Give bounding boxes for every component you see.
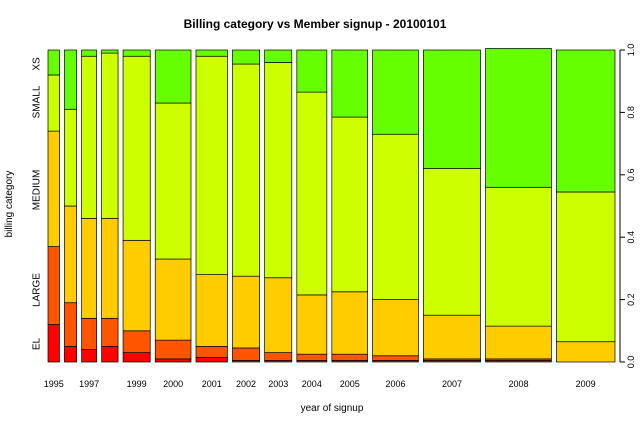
- bar-segment-2001-large: [195, 274, 228, 347]
- bar-segment-2000-medium: [154, 102, 192, 260]
- category-label-el: EL: [32, 337, 43, 350]
- bar-segment-2004-e: [296, 353, 328, 361]
- bar-segment-2000-xs: [154, 49, 192, 104]
- chart-title: Billing category vs Member signup - 2010…: [184, 17, 447, 31]
- category-label-xs: XS: [32, 57, 43, 71]
- bar-segment-2002-medium: [232, 63, 260, 277]
- bar-segment-1998-xs: [101, 49, 119, 54]
- bar-segment-2001-medium: [195, 55, 228, 275]
- bar-segment-1997-medium: [81, 55, 97, 219]
- x-tick-label-2003: 2003: [268, 379, 288, 389]
- bar-segment-1995-e: [47, 246, 60, 325]
- bar-segment-1997-el: [81, 349, 97, 363]
- bar-segment-2005-large: [331, 291, 368, 355]
- x-tick-label-2007: 2007: [442, 379, 462, 389]
- bar-segment-2008-large: [485, 325, 552, 360]
- bar-segment-1995-xs: [47, 49, 60, 76]
- x-axis-label: year of signup: [301, 403, 364, 414]
- bar-segment-1998-large: [101, 218, 119, 319]
- bar-segment-1999-xs: [122, 49, 151, 57]
- x-tick-label-2002: 2002: [236, 379, 256, 389]
- bar-segment-2007-medium: [423, 168, 481, 316]
- bar-segment-1995-el: [47, 324, 60, 363]
- bar-segment-2002-large: [232, 275, 260, 349]
- bar-segment-2002-e: [232, 347, 260, 361]
- bars-group: [47, 48, 616, 363]
- y-tick-label-0.4: 0.4: [626, 231, 636, 244]
- x-tick-labels: 1995 1997 1999 2000 2001 2002 2003 2004 2005 2006…: [44, 379, 596, 389]
- x-tick-label-2001: 2001: [202, 379, 222, 389]
- bar-segment-1998-medium: [101, 52, 119, 219]
- bar-segment-2007-large: [423, 314, 481, 360]
- bar-segment-1997-large: [81, 218, 97, 319]
- bar-segment-2009-medium: [556, 191, 616, 343]
- bar-segment-2001-xs: [195, 49, 228, 57]
- x-tick-label-2006: 2006: [385, 379, 405, 389]
- category-label-small: SMALL: [32, 85, 43, 118]
- bar-segment-1998-e: [101, 317, 119, 347]
- bar-segment-2005-xs: [331, 49, 368, 118]
- bar-segment-1997-e: [81, 317, 97, 350]
- category-label-large: LARGE: [32, 273, 43, 307]
- bar-segment-1996-el: [64, 346, 77, 363]
- bar-segment-2005-e: [331, 353, 368, 361]
- bar-segment-1999-large: [122, 239, 151, 332]
- bar-segment-2001-e: [195, 346, 228, 358]
- category-label-medium: MEDIUM: [32, 170, 43, 211]
- x-tick-label-2000: 2000: [163, 379, 183, 389]
- x-tick-label-1999: 1999: [127, 379, 147, 389]
- bar-segment-1996-medium: [64, 108, 77, 207]
- bar-segment-1999-e: [122, 330, 151, 353]
- x-tick-label-1995: 1995: [44, 379, 64, 389]
- bar-segment-2003-e: [264, 352, 293, 361]
- x-tick-label-1997: 1997: [79, 379, 99, 389]
- bar-segment-1998-el: [101, 346, 119, 363]
- bar-segment-2003-large: [264, 277, 293, 353]
- bar-segment-2005-medium: [331, 116, 368, 293]
- bar-segment-1996-large: [64, 205, 77, 304]
- bar-segment-2003-medium: [264, 62, 293, 279]
- bar-segment-2007-xs: [423, 49, 481, 169]
- y-tick-label-1.0: 1.0: [626, 44, 636, 57]
- y-tick-label-0.8: 0.8: [626, 106, 636, 119]
- x-tick-label-2004: 2004: [302, 379, 322, 389]
- bar-segment-2006-xs: [372, 49, 419, 135]
- bar-segment-2006-large: [372, 299, 419, 357]
- bar-segment-2002-xs: [232, 49, 260, 65]
- bar-segment-2000-el: [154, 358, 192, 363]
- x-tick-label-2009: 2009: [576, 379, 596, 389]
- bar-segment-2004-xs: [296, 49, 328, 93]
- bar-segment-2001-el: [195, 356, 228, 363]
- bar-segment-1995-large: [47, 130, 60, 247]
- bar-segment-1999-el: [122, 352, 151, 363]
- bar-segment-1997-xs: [81, 49, 97, 57]
- y-axis-label: billing category: [4, 171, 15, 238]
- x-tick-label-2008: 2008: [508, 379, 528, 389]
- bar-segment-2009-xs: [556, 49, 616, 193]
- bar-segment-2000-e: [154, 339, 192, 360]
- bar-segment-2008-xs: [485, 48, 552, 188]
- bar-segment-2006-e: [372, 355, 419, 361]
- y-tick-label-0.0: 0.0: [626, 356, 636, 369]
- bar-segment-1996-xs: [64, 49, 77, 110]
- bar-segment-2008-medium: [485, 186, 552, 327]
- bar-segment-2003-xs: [264, 49, 293, 63]
- bar-segment-1995-medium: [47, 74, 60, 132]
- bar-segment-1999-medium: [122, 55, 151, 241]
- bar-segment-1996-e: [64, 302, 77, 347]
- category-labels: EL LARGE MEDIUM SMALL XS: [32, 57, 43, 350]
- bar-segment-2006-medium: [372, 133, 419, 300]
- bar-segment-2000-large: [154, 258, 192, 341]
- x-tick-label-2005: 2005: [340, 379, 360, 389]
- bar-segment-2004-large: [296, 294, 328, 355]
- y-tick-label-0.2: 0.2: [626, 293, 636, 306]
- bar-segment-2004-medium: [296, 91, 328, 296]
- y-axis: 0.0 0.2 0.4 0.6 0.8 1.0: [619, 44, 636, 369]
- y-tick-label-0.6: 0.6: [626, 169, 636, 182]
- bar-segment-2009-large: [556, 341, 616, 363]
